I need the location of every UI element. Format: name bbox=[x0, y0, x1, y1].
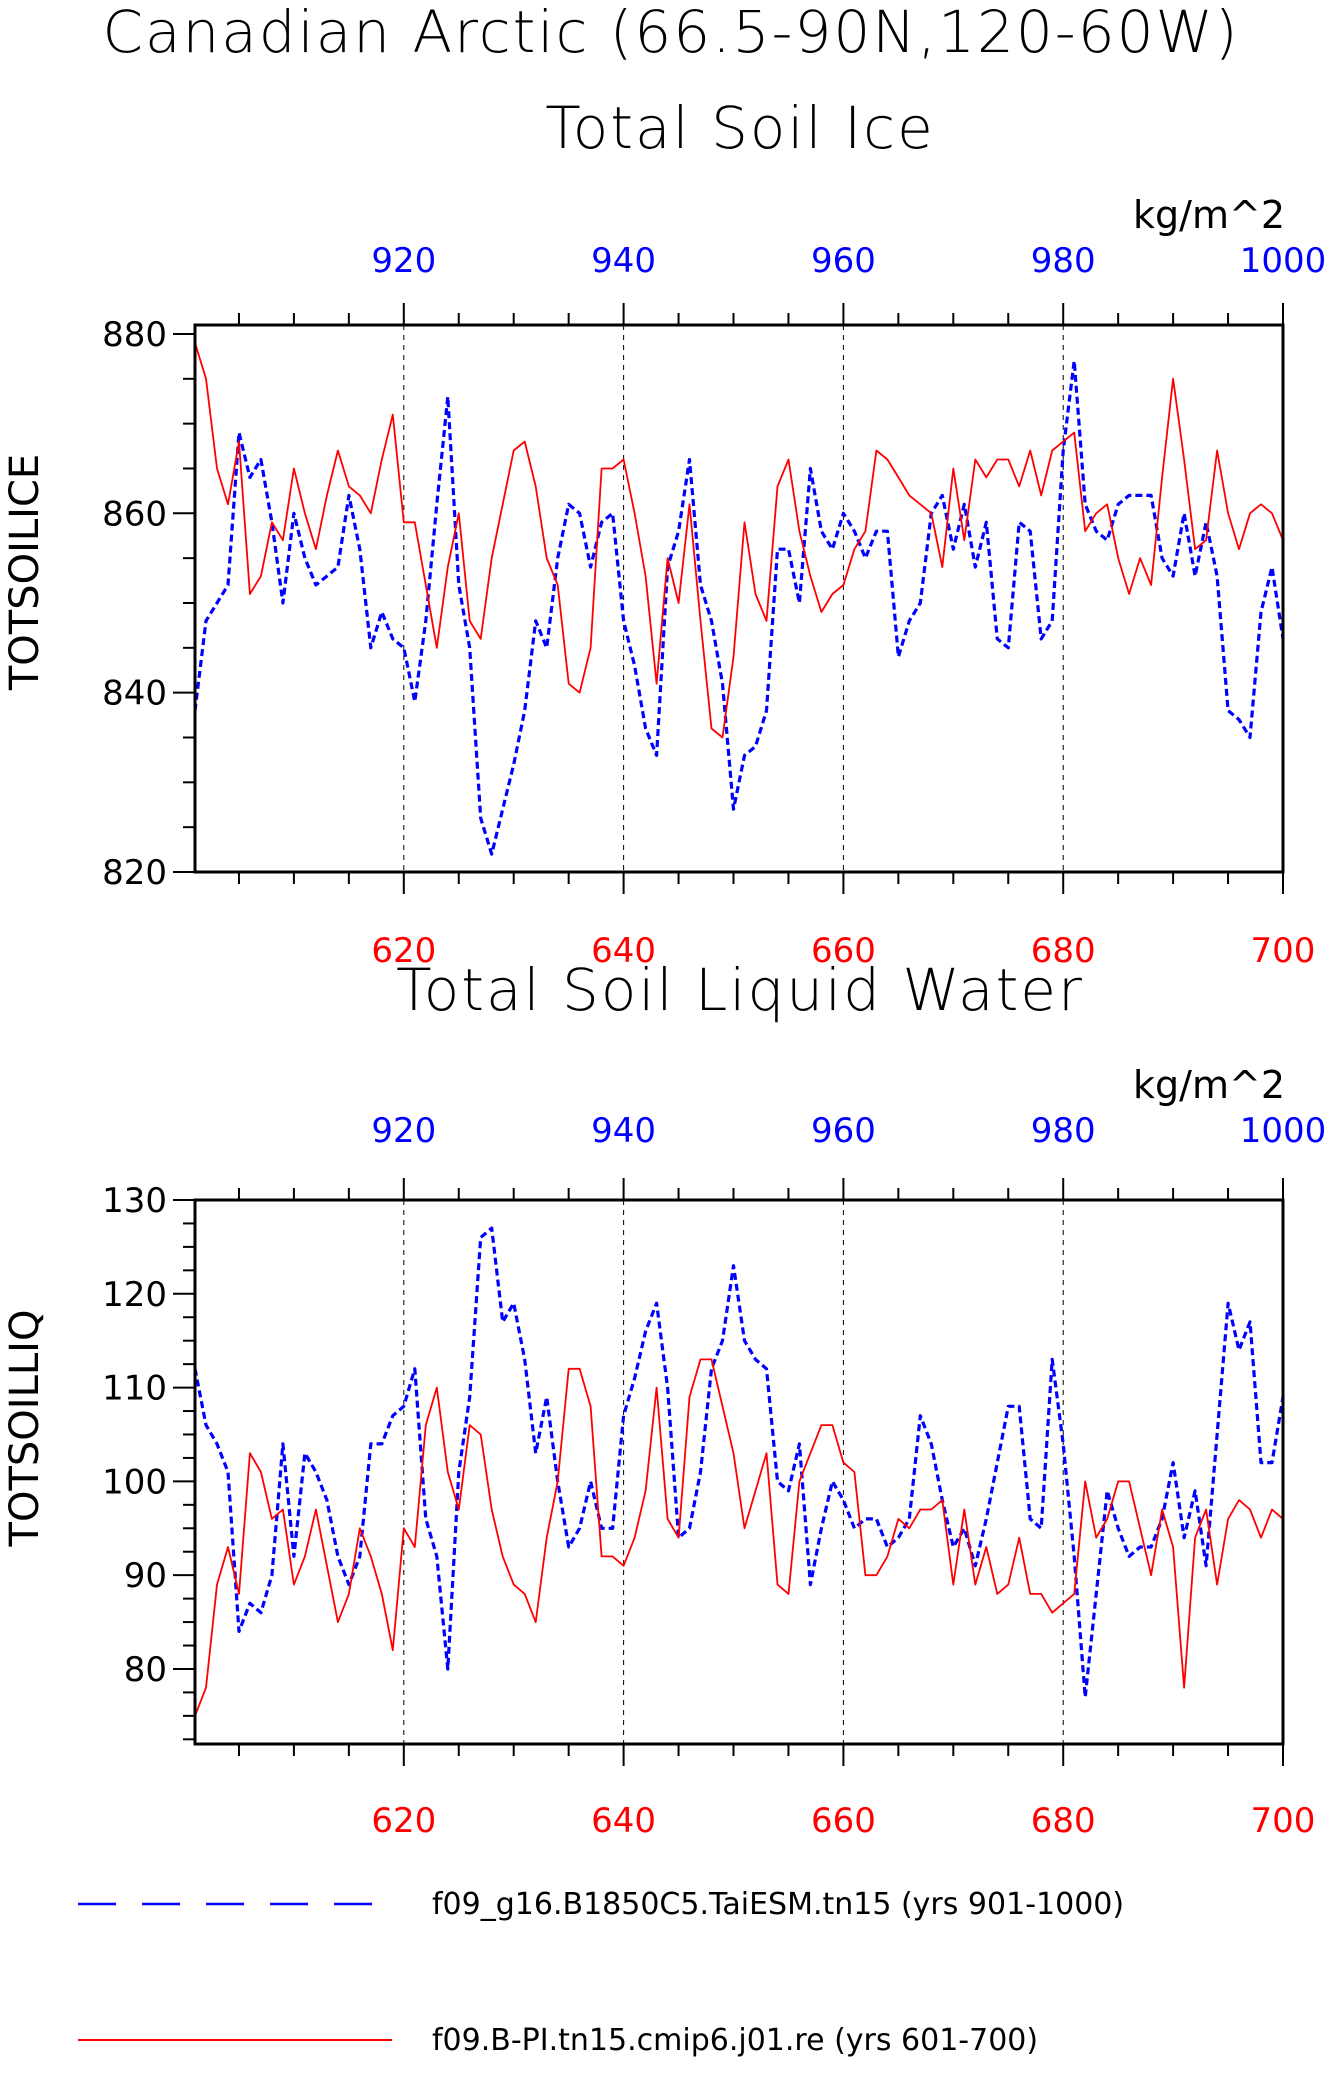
units-label: kg/m^2 bbox=[1133, 1063, 1285, 1107]
legend-entry-label: f09.B-PI.tn15.cmip6.j01.re (yrs 601-700) bbox=[432, 2023, 1038, 2058]
y-tick-label: 120 bbox=[102, 1275, 167, 1315]
x-tick-label-bottom: 660 bbox=[811, 931, 876, 971]
series-line-red bbox=[194, 342, 1284, 739]
legend-entry-label: f09_g16.B1850C5.TaiESM.tn15 (yrs 901-100… bbox=[432, 1887, 1124, 1922]
y-tick-label: 90 bbox=[124, 1556, 167, 1596]
y-tick-label: 130 bbox=[102, 1181, 167, 1221]
x-tick-label-bottom: 660 bbox=[811, 1801, 876, 1841]
panel-total-soil-liquid-water: Total Soil Liquid Water kg/m^2 TOTSOILLI… bbox=[2, 956, 1326, 1841]
y-tick-label: 80 bbox=[124, 1650, 167, 1690]
series-line-blue bbox=[193, 359, 1285, 856]
x-tick-label-top: 920 bbox=[371, 241, 436, 281]
legend: f09_g16.B1850C5.TaiESM.tn15 (yrs 901-100… bbox=[78, 1887, 1124, 2058]
x-tick-label-top: 1000 bbox=[1240, 1111, 1327, 1151]
figure-title: Canadian Arctic (66.5-90N,120-60W) bbox=[102, 0, 1239, 66]
x-tick-label-top: 960 bbox=[811, 241, 876, 281]
x-tick-label-top: 940 bbox=[591, 241, 656, 281]
x-tick-label-bottom: 620 bbox=[371, 931, 436, 971]
y-axis-label: TOTSOILLIQ bbox=[2, 1310, 48, 1548]
panel-title: Total Soil Ice bbox=[545, 94, 935, 162]
x-tick-label-bottom: 680 bbox=[1031, 1801, 1096, 1841]
x-tick-label-bottom: 620 bbox=[371, 1801, 436, 1841]
y-axis-label: TOTSOILICE bbox=[2, 454, 48, 691]
units-label: kg/m^2 bbox=[1133, 193, 1285, 237]
y-tick-label: 110 bbox=[102, 1369, 167, 1409]
x-tick-label-top: 940 bbox=[591, 1111, 656, 1151]
y-tick-label: 820 bbox=[102, 853, 167, 893]
y-tick-label: 860 bbox=[102, 494, 167, 534]
panel-title: Total Soil Liquid Water bbox=[396, 956, 1084, 1024]
y-tick-label: 100 bbox=[102, 1462, 167, 1502]
x-tick-label-top: 920 bbox=[371, 1111, 436, 1151]
plot-frame bbox=[193, 1198, 1285, 1746]
x-tick-label-top: 980 bbox=[1031, 241, 1096, 281]
y-tick-label: 880 bbox=[102, 315, 167, 355]
x-tick-label-bottom: 680 bbox=[1031, 931, 1096, 971]
x-tick-label-bottom: 640 bbox=[591, 931, 656, 971]
y-tick-label: 840 bbox=[102, 674, 167, 714]
x-tick-label-bottom: 700 bbox=[1251, 931, 1316, 971]
x-tick-label-top: 980 bbox=[1031, 1111, 1096, 1151]
series-line-blue bbox=[193, 1226, 1285, 1699]
x-tick-label-top: 1000 bbox=[1240, 241, 1327, 281]
series-line-red bbox=[194, 1358, 1284, 1717]
plot-frame bbox=[193, 323, 1285, 874]
x-tick-label-top: 960 bbox=[811, 1111, 876, 1151]
x-tick-label-bottom: 640 bbox=[591, 1801, 656, 1841]
x-tick-label-bottom: 700 bbox=[1251, 1801, 1316, 1841]
panel-total-soil-ice: Total Soil Ice kg/m^2 TOTSOILICE 820 840 8… bbox=[2, 94, 1326, 971]
